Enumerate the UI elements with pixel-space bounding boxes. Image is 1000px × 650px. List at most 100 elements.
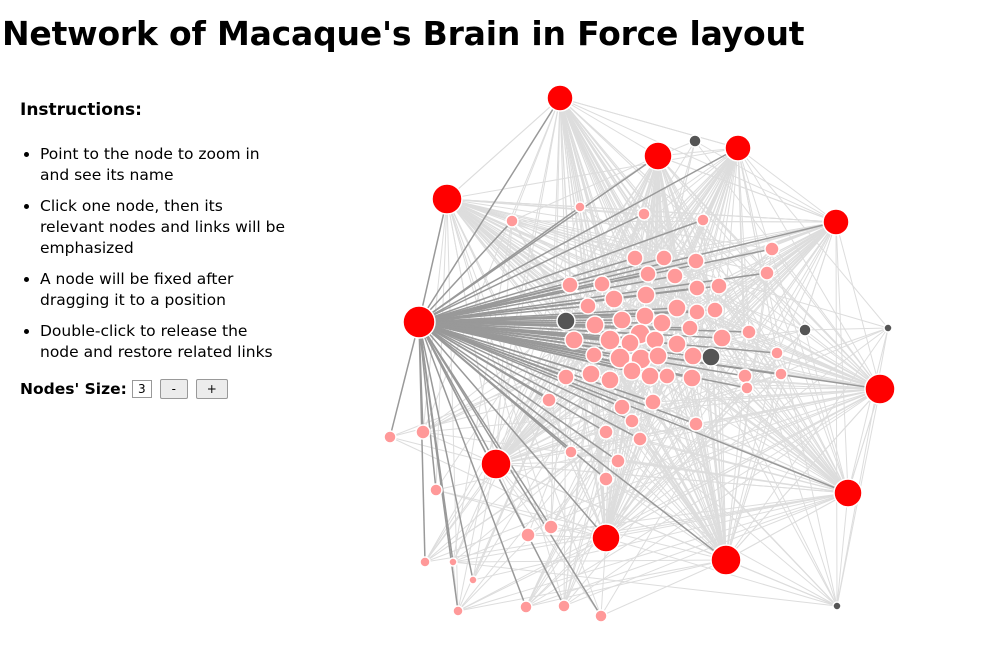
related-node[interactable]	[610, 453, 626, 469]
highlighted-node[interactable]	[724, 134, 752, 162]
related-node[interactable]	[637, 207, 651, 221]
unrelated-node[interactable]	[556, 311, 576, 331]
related-node[interactable]	[519, 600, 533, 614]
related-node[interactable]	[667, 298, 687, 318]
related-node[interactable]	[632, 431, 648, 447]
related-node[interactable]	[635, 306, 655, 326]
related-node[interactable]	[574, 201, 586, 213]
related-node[interactable]	[636, 285, 656, 305]
emphasized-link	[389, 321, 420, 438]
related-node[interactable]	[620, 333, 640, 353]
related-node[interactable]	[626, 249, 644, 267]
related-node[interactable]	[712, 328, 732, 348]
highlighted-node[interactable]	[431, 183, 463, 215]
related-node[interactable]	[415, 424, 431, 440]
related-node[interactable]	[468, 575, 478, 585]
related-node[interactable]	[652, 313, 672, 333]
emphasized-link	[418, 321, 607, 433]
related-node[interactable]	[613, 398, 631, 416]
network-link	[579, 206, 837, 223]
related-node[interactable]	[419, 556, 431, 568]
related-node[interactable]	[541, 392, 557, 408]
related-node[interactable]	[770, 346, 784, 360]
graph-nodes[interactable]	[383, 84, 896, 623]
highlighted-node[interactable]	[591, 523, 621, 553]
related-node[interactable]	[624, 413, 640, 429]
related-node[interactable]	[557, 368, 575, 386]
related-node[interactable]	[688, 303, 706, 321]
decrease-size-button[interactable]: -	[159, 379, 188, 399]
related-node[interactable]	[737, 368, 753, 384]
related-node[interactable]	[740, 381, 754, 395]
related-node[interactable]	[579, 297, 597, 315]
related-node[interactable]	[561, 276, 579, 294]
related-node[interactable]	[640, 366, 660, 386]
network-link	[725, 492, 849, 561]
related-node[interactable]	[598, 424, 614, 440]
related-node[interactable]	[667, 334, 687, 354]
related-node[interactable]	[429, 483, 443, 497]
node-size-input[interactable]	[131, 380, 152, 398]
unrelated-node[interactable]	[688, 134, 702, 148]
related-node[interactable]	[688, 416, 704, 432]
related-node[interactable]	[594, 609, 608, 623]
related-node[interactable]	[543, 519, 559, 535]
related-node[interactable]	[622, 361, 642, 381]
unrelated-node[interactable]	[798, 323, 812, 337]
related-node[interactable]	[741, 324, 757, 340]
related-node[interactable]	[593, 275, 611, 293]
related-node[interactable]	[600, 370, 620, 390]
related-node[interactable]	[520, 527, 536, 543]
highlighted-node[interactable]	[710, 544, 742, 576]
highlighted-node[interactable]	[864, 373, 896, 405]
related-node[interactable]	[759, 265, 775, 281]
related-node[interactable]	[639, 265, 657, 283]
highlighted-node[interactable]	[402, 305, 436, 339]
related-node[interactable]	[645, 330, 665, 350]
related-node[interactable]	[666, 267, 684, 285]
unrelated-node[interactable]	[701, 347, 721, 367]
related-node[interactable]	[564, 330, 584, 350]
unrelated-node[interactable]	[832, 601, 842, 611]
related-node[interactable]	[658, 367, 676, 385]
related-node[interactable]	[383, 430, 397, 444]
related-node[interactable]	[452, 605, 464, 617]
related-node[interactable]	[644, 393, 662, 411]
highlighted-node[interactable]	[546, 84, 574, 112]
related-node[interactable]	[681, 319, 699, 337]
related-node[interactable]	[598, 471, 614, 487]
related-node[interactable]	[505, 214, 519, 228]
related-node[interactable]	[710, 277, 728, 295]
related-node[interactable]	[688, 279, 706, 297]
related-node[interactable]	[585, 315, 605, 335]
network-link	[605, 337, 723, 539]
highlighted-node[interactable]	[833, 478, 863, 508]
related-node[interactable]	[604, 289, 624, 309]
emphasized-link	[418, 321, 641, 440]
related-node[interactable]	[448, 557, 458, 567]
highlighted-node[interactable]	[480, 448, 512, 480]
related-node[interactable]	[764, 241, 780, 257]
related-node[interactable]	[687, 252, 705, 270]
related-node[interactable]	[696, 213, 710, 227]
unrelated-node[interactable]	[883, 323, 893, 333]
related-node[interactable]	[581, 364, 601, 384]
emphasized-link	[418, 321, 437, 491]
related-node[interactable]	[564, 445, 578, 459]
increase-size-button[interactable]: +	[195, 379, 228, 399]
related-node[interactable]	[599, 329, 621, 351]
related-node[interactable]	[648, 346, 668, 366]
related-node[interactable]	[557, 599, 571, 613]
network-link	[457, 388, 881, 612]
related-node[interactable]	[655, 249, 673, 267]
related-node[interactable]	[609, 347, 631, 369]
related-node[interactable]	[706, 301, 724, 319]
highlighted-node[interactable]	[643, 141, 673, 171]
related-node[interactable]	[612, 310, 632, 330]
related-node[interactable]	[683, 346, 703, 366]
related-node[interactable]	[585, 346, 603, 364]
related-node[interactable]	[774, 367, 788, 381]
related-node[interactable]	[682, 368, 702, 388]
highlighted-node[interactable]	[822, 208, 850, 236]
